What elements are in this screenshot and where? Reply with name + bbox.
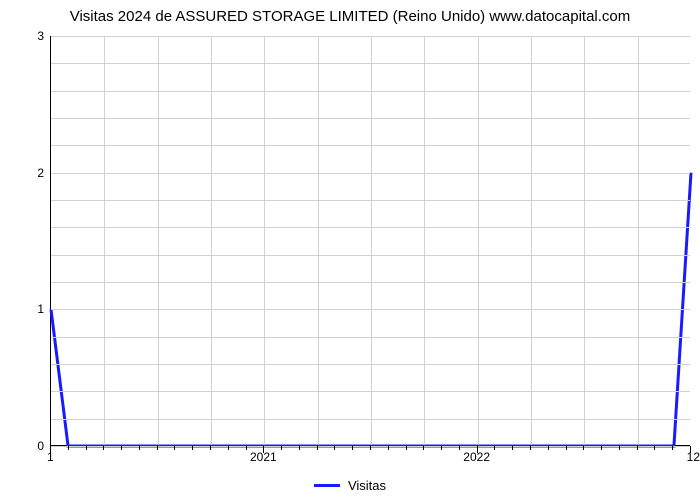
xtick-minor — [566, 446, 567, 450]
xtick-minor — [246, 446, 247, 450]
ytick-label: 2 — [26, 166, 44, 180]
xtick-minor — [317, 446, 318, 450]
xtick-minor — [388, 446, 389, 450]
xtick-minor — [352, 446, 353, 450]
xtick-minor — [672, 446, 673, 450]
gridline-v — [318, 36, 319, 445]
xtick-minor — [530, 446, 531, 450]
xtick-minor — [68, 446, 69, 450]
xtick-label: 2022 — [463, 450, 490, 464]
plot-area — [50, 36, 690, 446]
xtick-minor — [192, 446, 193, 450]
xtick-minor — [548, 446, 549, 450]
xtick-minor — [86, 446, 87, 450]
gridline-v — [104, 36, 105, 445]
xtick-minor — [174, 446, 175, 450]
xtick-minor — [512, 446, 513, 450]
xtick-minor — [121, 446, 122, 450]
legend: Visitas — [314, 478, 386, 493]
gridline-v — [638, 36, 639, 445]
legend-label: Visitas — [348, 478, 386, 493]
gridline-v — [264, 36, 265, 445]
xtick-minor — [619, 446, 620, 450]
gridline-v — [531, 36, 532, 445]
xtick-minor — [423, 446, 424, 450]
gridline-v — [371, 36, 372, 445]
xtick-minor — [334, 446, 335, 450]
gridline-v — [478, 36, 479, 445]
gridline-v — [158, 36, 159, 445]
xtick-minor — [228, 446, 229, 450]
xtick-major — [690, 446, 691, 453]
xtick-major — [50, 446, 51, 453]
xtick-minor — [370, 446, 371, 450]
xtick-minor — [103, 446, 104, 450]
xtick-minor — [459, 446, 460, 450]
ytick-label: 3 — [26, 29, 44, 43]
xtick-minor — [299, 446, 300, 450]
xtick-minor — [637, 446, 638, 450]
xtick-minor — [210, 446, 211, 450]
x-corner-right: 12 — [687, 450, 700, 464]
chart-container: Visitas 2024 de ASSURED STORAGE LIMITED … — [0, 8, 700, 500]
ytick-label: 0 — [26, 439, 44, 453]
xtick-minor — [601, 446, 602, 450]
legend-swatch — [314, 484, 340, 487]
xtick-minor — [406, 446, 407, 450]
xtick-minor — [281, 446, 282, 450]
xtick-minor — [441, 446, 442, 450]
chart-title: Visitas 2024 de ASSURED STORAGE LIMITED … — [0, 8, 700, 25]
xtick-label: 2021 — [250, 450, 277, 464]
xtick-minor — [139, 446, 140, 450]
xtick-minor — [654, 446, 655, 450]
xtick-minor — [583, 446, 584, 450]
ytick-label: 1 — [26, 302, 44, 316]
gridline-v — [584, 36, 585, 445]
gridline-v — [424, 36, 425, 445]
xtick-minor — [157, 446, 158, 450]
xtick-minor — [494, 446, 495, 450]
gridline-v — [211, 36, 212, 445]
